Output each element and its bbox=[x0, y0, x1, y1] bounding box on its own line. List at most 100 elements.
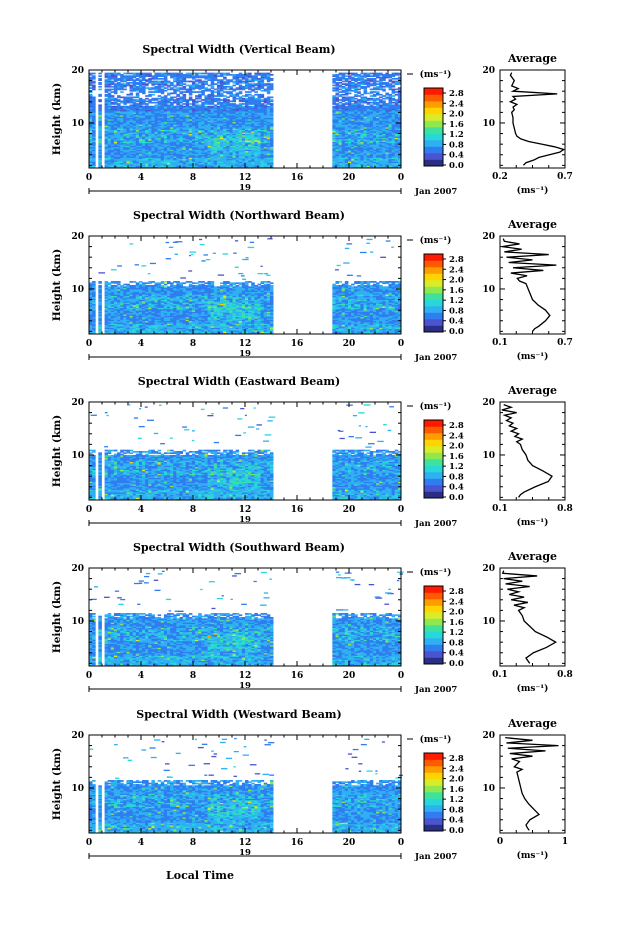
heatmap-cell bbox=[207, 73, 212, 76]
heatmap-cell bbox=[182, 157, 187, 160]
heatmap-cell bbox=[154, 146, 159, 149]
heatmap-cell bbox=[92, 164, 96, 166]
heatmap-cell bbox=[391, 95, 396, 97]
heatmap-cell bbox=[207, 154, 212, 157]
heatmap-cell bbox=[117, 105, 121, 108]
heatmap-cell bbox=[338, 91, 343, 93]
heatmap-cell bbox=[154, 117, 159, 120]
heatmap-cell bbox=[195, 80, 199, 83]
heatmap-cell bbox=[213, 113, 218, 116]
heatmap-cell bbox=[157, 164, 162, 166]
heatmap-cell bbox=[129, 157, 134, 160]
heatmap-cell bbox=[179, 129, 183, 132]
heatmap-cell bbox=[160, 124, 165, 127]
heatmap-cell bbox=[132, 111, 137, 113]
heatmap-cell bbox=[195, 119, 199, 121]
heatmap-cell bbox=[173, 145, 177, 148]
heatmap-cell bbox=[148, 154, 152, 157]
heatmap-cell bbox=[191, 111, 196, 113]
heatmap-cell bbox=[204, 87, 208, 89]
heatmap-cell bbox=[132, 158, 137, 161]
heatmap-cell bbox=[163, 122, 168, 125]
heatmap-cell bbox=[107, 75, 112, 78]
heatmap-cell bbox=[207, 79, 212, 81]
heatmap-cell bbox=[126, 101, 130, 104]
heatmap-cell bbox=[179, 152, 183, 154]
heatmap-cell bbox=[391, 97, 396, 100]
heatmap-cell bbox=[198, 152, 202, 154]
heatmap-cell bbox=[204, 97, 208, 100]
heatmap-cell bbox=[185, 124, 190, 127]
heatmap-cell bbox=[117, 85, 121, 88]
heatmap-cell bbox=[188, 144, 193, 146]
heatmap-cell bbox=[176, 119, 180, 121]
heatmap-cell bbox=[210, 148, 215, 150]
heatmap-cell bbox=[120, 138, 124, 141]
heatmap-cell bbox=[107, 84, 112, 87]
heatmap-cell bbox=[92, 72, 96, 75]
heatmap-cell bbox=[92, 103, 96, 105]
heatmap-cell bbox=[216, 137, 221, 140]
heatmap-cell bbox=[104, 93, 109, 96]
heatmap-cell bbox=[120, 75, 124, 78]
heatmap-cell bbox=[120, 160, 124, 162]
heatmap-cell bbox=[157, 101, 162, 104]
heatmap-cell bbox=[176, 80, 180, 83]
heatmap-cell bbox=[98, 140, 102, 142]
heatmap-cell bbox=[123, 84, 127, 87]
heatmap-cell bbox=[198, 165, 202, 168]
heatmap-cell bbox=[89, 91, 93, 93]
heatmap-cell bbox=[107, 148, 112, 150]
heatmap-cell bbox=[163, 157, 168, 160]
heatmap-cell bbox=[191, 160, 196, 162]
heatmap-cell bbox=[229, 79, 233, 81]
heatmap-cell bbox=[176, 79, 180, 81]
heatmap-cell bbox=[129, 126, 134, 129]
heatmap-cell bbox=[110, 128, 115, 130]
heatmap-cell bbox=[138, 89, 143, 92]
heatmap-cell bbox=[123, 119, 127, 121]
heatmap-cell bbox=[104, 121, 109, 124]
heatmap-cell bbox=[135, 129, 140, 132]
heatmap-cell bbox=[142, 125, 146, 128]
heatmap-cell bbox=[123, 144, 127, 146]
heatmap-cell bbox=[188, 156, 193, 158]
heatmap-cell bbox=[142, 124, 146, 127]
heatmap-cell bbox=[204, 72, 208, 75]
heatmap-cell bbox=[110, 142, 115, 145]
heatmap-cell bbox=[210, 134, 215, 137]
heatmap-cell bbox=[210, 113, 215, 116]
heatmap-cell bbox=[123, 152, 127, 154]
heatmap-cell bbox=[204, 125, 208, 128]
heatmap-cell bbox=[269, 83, 274, 85]
heatmap-cell bbox=[104, 137, 109, 140]
heatmap-cell bbox=[198, 161, 202, 164]
heatmap-cell bbox=[129, 161, 134, 164]
heatmap-cell bbox=[104, 141, 109, 144]
heatmap-cell bbox=[173, 156, 177, 158]
heatmap-cell bbox=[163, 76, 168, 79]
heatmap-cell bbox=[198, 96, 202, 99]
heatmap-cell bbox=[120, 153, 124, 156]
heatmap-cell bbox=[107, 133, 112, 136]
heatmap-cell bbox=[142, 107, 146, 109]
heatmap-cell bbox=[104, 75, 109, 78]
heatmap-cell bbox=[110, 77, 115, 80]
heatmap-cell bbox=[145, 136, 149, 138]
heatmap-cell bbox=[145, 125, 149, 128]
heatmap-cell bbox=[347, 96, 352, 99]
heatmap-cell bbox=[195, 145, 199, 148]
heatmap-cell bbox=[107, 105, 112, 108]
heatmap-cell bbox=[142, 157, 146, 160]
heatmap-cell bbox=[191, 84, 196, 87]
heatmap-cell bbox=[185, 119, 190, 121]
heatmap-cell bbox=[138, 154, 143, 157]
heatmap-cell bbox=[185, 115, 190, 117]
heatmap-cell bbox=[167, 117, 171, 120]
heatmap-cell bbox=[354, 83, 358, 85]
heatmap-cell bbox=[120, 87, 124, 89]
heatmap-cell bbox=[104, 116, 109, 119]
heatmap-cell bbox=[198, 81, 202, 84]
heatmap-cell bbox=[110, 162, 115, 165]
heatmap-cell bbox=[201, 138, 205, 141]
